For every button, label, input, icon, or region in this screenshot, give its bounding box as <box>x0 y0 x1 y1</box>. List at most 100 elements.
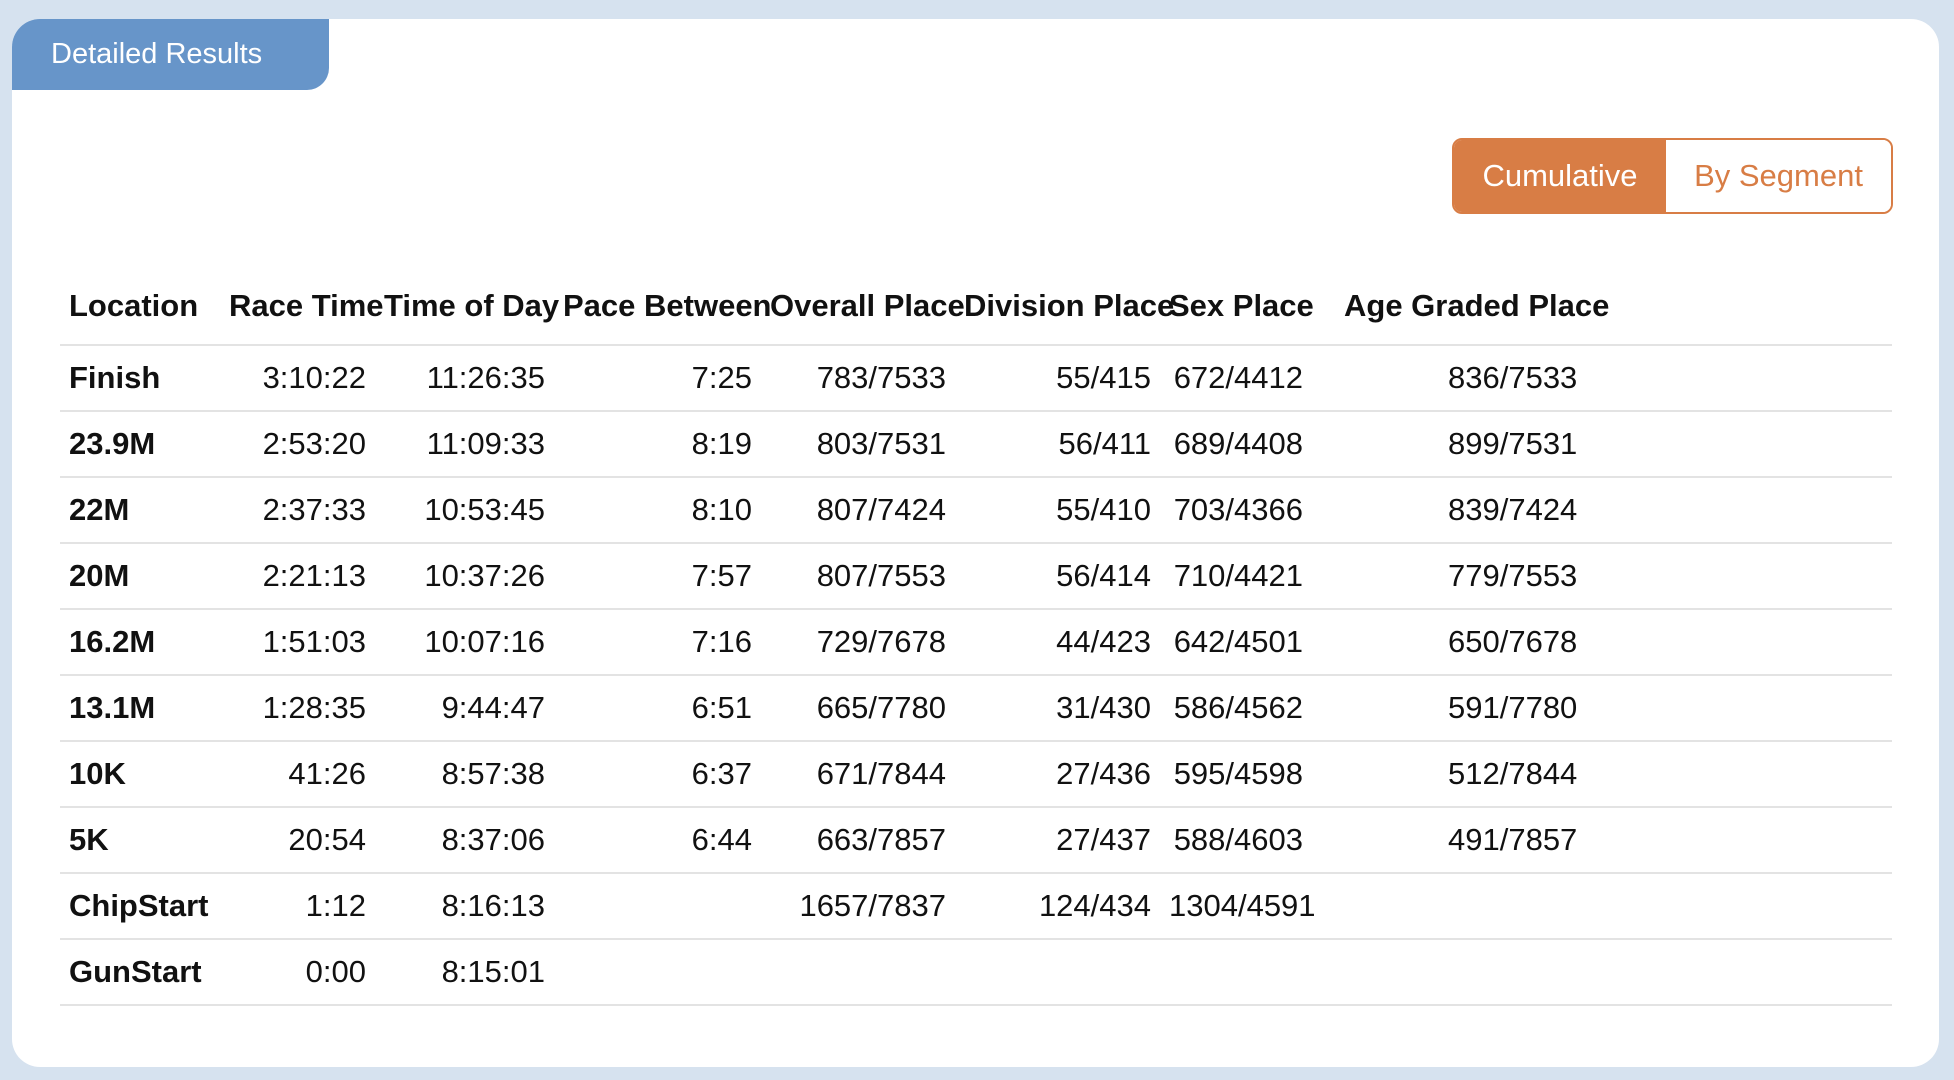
cell-pace-between: 7:25 <box>691 360 752 395</box>
cell-time-of-day: 10:53:45 <box>424 492 545 527</box>
cell-race-time: 0:00 <box>305 954 366 989</box>
cell-division-place: 55/415 <box>1056 360 1151 395</box>
column-header-overall-place[interactable]: Overall Place <box>770 287 965 323</box>
cell-pace-between: 7:16 <box>691 624 752 659</box>
cell-location: 23.9M <box>69 426 156 461</box>
table-row: Finish 3:10:22 11:26:35 7:25 783/7533 55… <box>60 345 1892 411</box>
table-row: 5K 20:54 8:37:06 6:44 663/7857 27/437 58… <box>60 807 1892 873</box>
by-segment-button[interactable]: By Segment <box>1666 140 1891 212</box>
cell-overall-place: 663/7857 <box>816 822 946 857</box>
cell-location: 16.2M <box>69 624 156 659</box>
cell-sex-place <box>1160 939 1312 1005</box>
table-row: 10K 41:26 8:57:38 6:37 671/7844 27/436 5… <box>60 741 1892 807</box>
cell-location: 13.1M <box>69 690 156 725</box>
cell-pace-between: 8:19 <box>691 426 752 461</box>
cell-age-graded-place <box>1312 939 1892 1005</box>
cell-sex-place: 642/4501 <box>1173 624 1303 659</box>
cell-division-place: 27/436 <box>1056 756 1151 791</box>
cell-sex-place: 1304/4591 <box>1169 888 1316 923</box>
cell-sex-place: 672/4412 <box>1173 360 1303 395</box>
cell-division-place <box>955 939 1160 1005</box>
cell-age-graded-place: 591/7780 <box>1448 690 1578 725</box>
column-header-age-graded-place[interactable]: Age Graded Place <box>1344 287 1610 323</box>
view-toggle: Cumulative By Segment <box>1452 138 1893 214</box>
column-header-sex-place[interactable]: Sex Place <box>1169 287 1314 323</box>
cell-overall-place: 665/7780 <box>816 690 946 725</box>
cell-overall-place: 729/7678 <box>816 624 946 659</box>
cell-location: 5K <box>69 822 109 857</box>
cell-pace-between: 6:51 <box>691 690 752 725</box>
cell-race-time: 2:37:33 <box>262 492 366 527</box>
cell-age-graded-place: 839/7424 <box>1448 492 1578 527</box>
cell-division-place: 55/410 <box>1056 492 1151 527</box>
table-header-row: Location Race Time Time of Day Pace Betw… <box>60 267 1892 345</box>
cell-time-of-day: 9:44:47 <box>441 690 545 725</box>
cell-age-graded-place: 836/7533 <box>1448 360 1578 395</box>
cell-pace-between: 7:57 <box>691 558 752 593</box>
cell-race-time: 3:10:22 <box>262 360 366 395</box>
cell-overall-place: 1657/7837 <box>799 888 946 923</box>
cell-sex-place: 586/4562 <box>1173 690 1303 725</box>
results-table: Location Race Time Time of Day Pace Betw… <box>60 267 1892 1006</box>
column-header-pace-between[interactable]: Pace Between <box>563 287 772 323</box>
cell-overall-place <box>761 939 955 1005</box>
cell-sex-place: 595/4598 <box>1173 756 1303 791</box>
cell-race-time: 1:28:35 <box>262 690 366 725</box>
cell-race-time: 1:12 <box>305 888 366 923</box>
column-header-division-place[interactable]: Division Place <box>964 287 1175 323</box>
table-row: 23.9M 2:53:20 11:09:33 8:19 803/7531 56/… <box>60 411 1892 477</box>
table-row: 22M 2:37:33 10:53:45 8:10 807/7424 55/41… <box>60 477 1892 543</box>
cell-pace-between <box>554 873 761 939</box>
cell-pace-between <box>554 939 761 1005</box>
cell-sex-place: 703/4366 <box>1173 492 1303 527</box>
cell-location: Finish <box>69 360 161 395</box>
cell-location: GunStart <box>69 954 202 989</box>
cell-division-place: 56/411 <box>1058 426 1151 461</box>
detailed-results-card: Detailed Results Cumulative By Segment L… <box>12 19 1939 1067</box>
cumulative-button[interactable]: Cumulative <box>1454 140 1666 212</box>
cell-overall-place: 803/7531 <box>816 426 946 461</box>
cell-age-graded-place <box>1312 873 1892 939</box>
cell-time-of-day: 8:57:38 <box>441 756 545 791</box>
cell-pace-between: 6:37 <box>691 756 752 791</box>
column-header-location[interactable]: Location <box>69 287 199 323</box>
cell-overall-place: 783/7533 <box>816 360 946 395</box>
cell-sex-place: 710/4421 <box>1173 558 1303 593</box>
column-header-time-of-day[interactable]: Time of Day <box>384 287 560 323</box>
cell-division-place: 31/430 <box>1056 690 1151 725</box>
cell-pace-between: 8:10 <box>691 492 752 527</box>
cell-time-of-day: 11:26:35 <box>426 360 545 395</box>
cell-race-time: 2:21:13 <box>262 558 366 593</box>
cell-location: 10K <box>69 756 126 791</box>
cell-location: 20M <box>69 558 130 593</box>
cell-age-graded-place: 650/7678 <box>1448 624 1578 659</box>
cell-race-time: 2:53:20 <box>262 426 366 461</box>
cell-division-place: 124/434 <box>1038 888 1151 923</box>
column-header-race-time[interactable]: Race Time <box>229 287 384 323</box>
cell-location: ChipStart <box>69 888 209 923</box>
cell-race-time: 20:54 <box>288 822 366 857</box>
cell-location: 22M <box>69 492 130 527</box>
cell-time-of-day: 11:09:33 <box>426 426 545 461</box>
cell-sex-place: 588/4603 <box>1173 822 1303 857</box>
cell-time-of-day: 8:37:06 <box>441 822 545 857</box>
table-row: 16.2M 1:51:03 10:07:16 7:16 729/7678 44/… <box>60 609 1892 675</box>
cell-division-place: 27/437 <box>1056 822 1151 857</box>
table-row: GunStart 0:00 8:15:01 <box>60 939 1892 1005</box>
cell-age-graded-place: 899/7531 <box>1448 426 1578 461</box>
cell-time-of-day: 10:07:16 <box>424 624 545 659</box>
cell-time-of-day: 10:37:26 <box>424 558 545 593</box>
cell-overall-place: 807/7553 <box>816 558 946 593</box>
cell-division-place: 56/414 <box>1056 558 1151 593</box>
table-row: 13.1M 1:28:35 9:44:47 6:51 665/7780 31/4… <box>60 675 1892 741</box>
cell-age-graded-place: 512/7844 <box>1448 756 1578 791</box>
cell-overall-place: 807/7424 <box>816 492 946 527</box>
cell-race-time: 41:26 <box>288 756 366 791</box>
cell-race-time: 1:51:03 <box>262 624 366 659</box>
table-row: 20M 2:21:13 10:37:26 7:57 807/7553 56/41… <box>60 543 1892 609</box>
results-table-container: Location Race Time Time of Day Pace Betw… <box>60 267 1892 1006</box>
cell-age-graded-place: 491/7857 <box>1448 822 1578 857</box>
cell-division-place: 44/423 <box>1056 624 1151 659</box>
cell-time-of-day: 8:15:01 <box>441 954 545 989</box>
table-row: ChipStart 1:12 8:16:13 1657/7837 124/434… <box>60 873 1892 939</box>
